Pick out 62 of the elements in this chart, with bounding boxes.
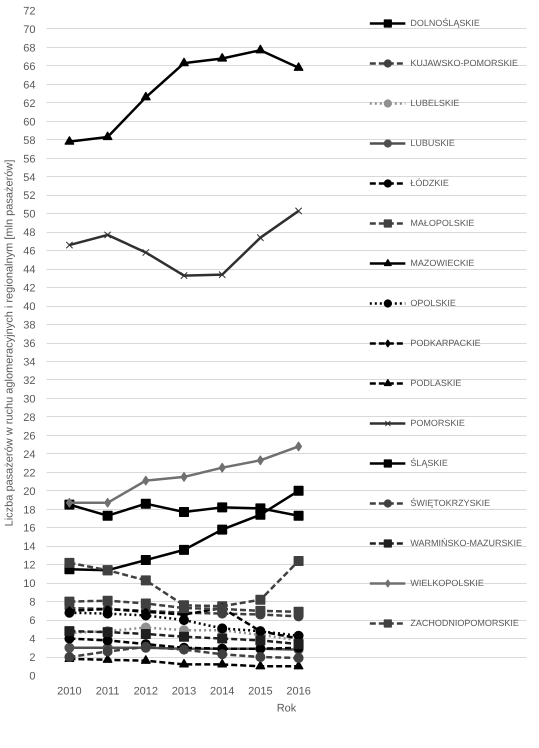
y-tick-label: 8 [29,596,36,609]
y-tick-label: 20 [23,486,36,498]
y-tick-label: 10 [23,578,36,590]
y-tick-label: 38 [23,320,36,332]
y-tick-label: 42 [23,282,36,295]
y-tick-label: 30 [23,393,36,406]
legend-label: ŚLĄSKIE [410,456,448,470]
y-tick-label: 66 [23,60,36,73]
legend-label: DOLNOŚLĄSKIE [410,16,480,30]
y-tick-label: 22 [23,467,36,480]
y-tick-label: 54 [23,172,36,184]
y-tick-label: 24 [23,448,36,461]
y-tick-label: 4 [29,634,36,646]
y-tick-label: 26 [23,430,36,442]
legend-label: LUBELSKIE [410,97,460,110]
x-tick-label: 2014 [210,686,234,698]
y-tick-label: 52 [23,190,36,202]
y-tick-label: 62 [23,98,36,110]
x-tick-label: 2011 [96,686,120,698]
y-tick-label: 40 [23,301,36,314]
y-tick-label: 64 [23,79,36,92]
x-tick-label: 2015 [248,686,273,698]
y-tick-label: 58 [23,134,36,147]
y-tick-label: 50 [23,208,36,221]
legend-label: LUBUSKIE [410,137,455,150]
y-tick-label: 48 [23,227,36,240]
y-tick-label: 72 [23,6,36,18]
legend-label: WARMIŃSKO-MAZURSKIE [410,537,522,550]
y-tick-label: 2 [29,652,36,664]
y-tick-label: 14 [23,541,36,554]
y-tick-label: 18 [23,504,36,516]
y-tick-label: 36 [23,338,36,350]
legend-label: PODLASKIE [410,377,462,390]
y-tick-label: 34 [23,356,36,368]
legend-label: POMORSKIE [410,417,465,430]
x-tick-label: 2012 [134,686,158,698]
legend-label: WIELKOPOLSKIE [410,577,484,590]
y-tick-label: 46 [23,246,36,258]
legend-label: ŁÓDZKIE [410,177,449,190]
x-axis-title: Rok [276,702,297,714]
x-tick-label: 2010 [57,686,82,698]
legend-label: OPOLSKIE [410,297,456,310]
legend-label: MAZOWIECKIE [410,257,474,270]
legend-label: ŚWIĘTOKRZYSKIE [410,496,490,510]
x-tick-label: 2013 [172,686,196,698]
y-tick-label: 56 [23,153,36,166]
y-tick-label: 12 [23,560,36,572]
y-tick-label: 70 [23,24,36,36]
y-tick-label: 68 [23,42,36,54]
legend-label: MAŁOPOLSKIE [410,217,474,230]
y-tick-label: 28 [23,412,36,424]
y-tick-label: 32 [23,374,36,387]
y-tick-label: 60 [23,116,36,128]
y-axis-title: Liczba pasażerów w ruchu aglomeracyjnych i regionalnym [mln pasażerów] [3,160,16,526]
legend-label: KUJAWSKO-POMORSKIE [410,57,518,70]
legend-label: ZACHODNIOPOMORSKIE [410,617,519,630]
x-tick-label: 2016 [286,686,311,698]
y-tick-label: 44 [23,264,36,276]
y-tick-label: 0 [29,670,36,682]
y-tick-label: 16 [23,522,36,535]
y-tick-label: 6 [29,615,36,628]
legend-label: PODKARPACKIE [410,337,481,350]
